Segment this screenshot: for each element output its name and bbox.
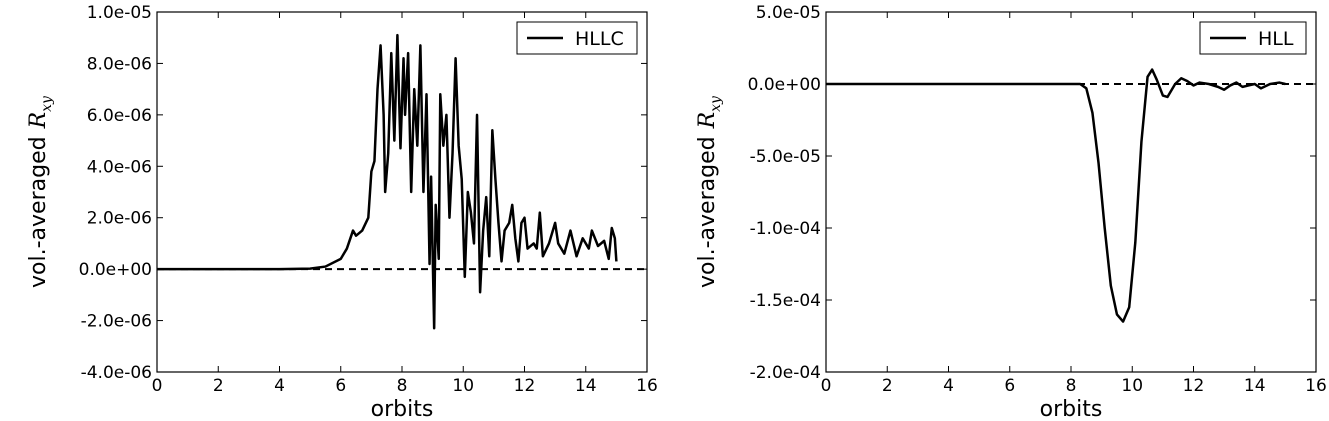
legend-label: HLL — [1258, 28, 1294, 50]
y-tick-label: 1.0e-05 — [87, 3, 152, 23]
y-tick-label: 8.0e-06 — [87, 54, 152, 74]
y-axis-label-text: vol.-averaged — [695, 136, 720, 288]
x-tick-label: 12 — [1183, 376, 1205, 396]
y-tick-label: -1.5e-04 — [750, 291, 821, 311]
legend: HLL — [1199, 21, 1307, 55]
y-tick-label: 0.0e+00 — [748, 75, 821, 95]
y-axis-label-subscript: xy — [39, 95, 55, 112]
x-tick-label: 8 — [397, 376, 408, 396]
x-tick-label: 0 — [821, 376, 832, 396]
plot-frame — [825, 11, 1317, 373]
x-tick-label: 4 — [943, 376, 954, 396]
y-tick-label: 5.0e-05 — [756, 3, 821, 23]
y-tick-label: -2.0e-04 — [750, 363, 821, 383]
x-tick-label: 14 — [575, 376, 597, 396]
legend-label: HLLC — [575, 28, 624, 50]
x-tick-label: 6 — [1004, 376, 1015, 396]
x-tick-label: 6 — [335, 376, 346, 396]
y-axis-label-text: vol.-averaged — [26, 136, 51, 288]
x-tick-label: 10 — [1121, 376, 1143, 396]
data-line — [826, 68, 1286, 323]
y-tick-label: -1.0e-04 — [750, 219, 821, 239]
y-tick-label: -4.0e-06 — [81, 363, 152, 383]
x-tick-label: 0 — [152, 376, 163, 396]
panel: 0 2 4 6 8 10 12 14 16 -2.0e-04 -1.5e-04 -1.0e-04 -5.… — [695, 3, 1327, 421]
data-line — [157, 33, 618, 330]
x-tick-label: 8 — [1066, 376, 1077, 396]
y-axis-label-symbol: R — [695, 112, 720, 130]
x-axis-label: orbits — [371, 397, 434, 421]
y-axis-label-subscript: xy — [708, 95, 724, 112]
y-axis-label: vol.-averaged Rxy — [695, 95, 724, 288]
x-axis-label: orbits — [1040, 397, 1103, 421]
y-axis-label-symbol: R — [26, 112, 51, 130]
x-tick-label: 16 — [636, 376, 658, 396]
y-tick-label: 4.0e-06 — [87, 157, 152, 177]
y-tick-label: 2.0e-06 — [87, 209, 152, 229]
legend-box — [516, 21, 638, 55]
panel: 0 2 4 6 8 10 12 14 16 -4.0e-06 -2.0e-06 0.0e+00 2.0e… — [26, 3, 658, 421]
y-axis-label: vol.-averaged Rxy — [26, 95, 55, 288]
y-tick-label: -5.0e-05 — [750, 147, 821, 167]
y-tick-label: 6.0e-06 — [87, 106, 152, 126]
x-tick-label: 16 — [1305, 376, 1327, 396]
plot-frame — [156, 11, 648, 373]
y-tick-label: 0.0e+00 — [79, 260, 152, 280]
x-tick-label: 4 — [274, 376, 285, 396]
legend: HLLC — [516, 21, 638, 55]
x-tick-label: 10 — [452, 376, 474, 396]
y-tick-label: -2.0e-06 — [81, 312, 152, 332]
x-tick-label: 12 — [514, 376, 536, 396]
x-tick-label: 2 — [213, 376, 224, 396]
x-tick-label: 2 — [882, 376, 893, 396]
x-tick-label: 14 — [1244, 376, 1266, 396]
